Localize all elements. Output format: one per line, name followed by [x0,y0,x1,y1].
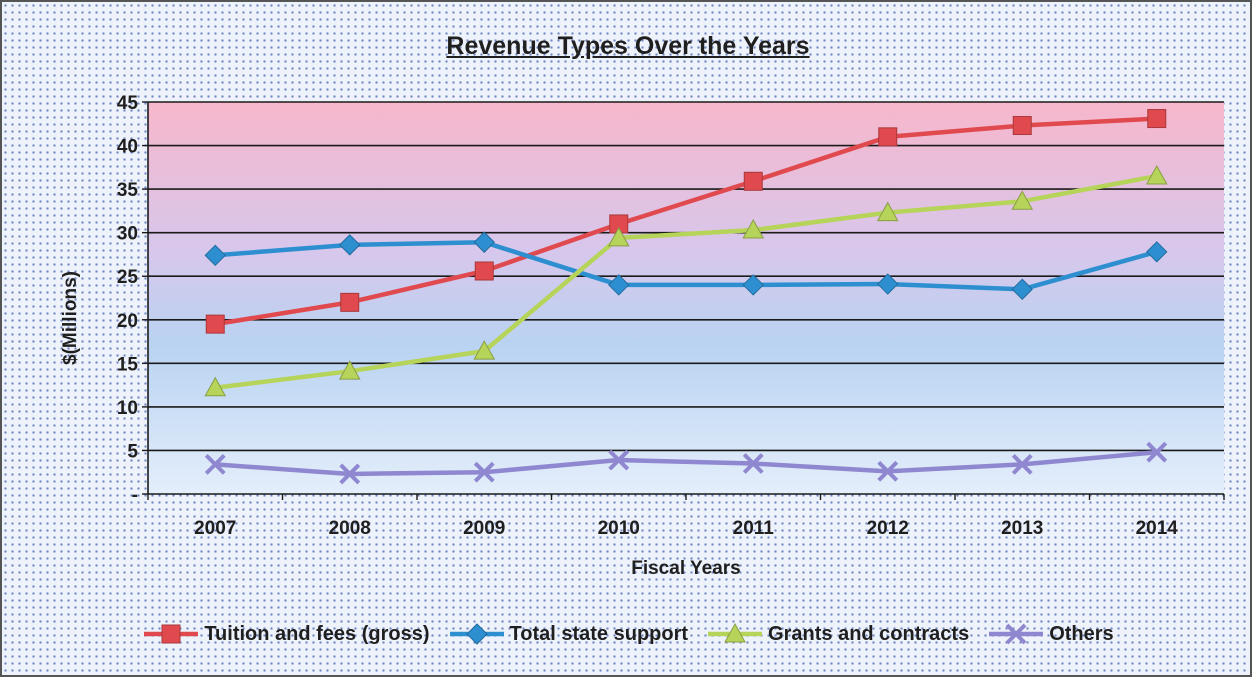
data-point [204,376,227,397]
legend-item: Grants and contracts [706,622,969,646]
data-point [473,231,495,253]
data-point [877,460,899,482]
y-tick-label: 20 [117,311,138,332]
series-line [214,116,1157,327]
data-point [1147,109,1167,129]
data-point [1146,241,1168,263]
data-point [339,463,361,485]
legend-label: Total state support [509,622,689,645]
data-point [1146,441,1168,463]
y-tick-label: 25 [117,267,139,288]
series-1 [204,231,1168,300]
data-point [877,273,899,295]
data-point [1145,165,1168,185]
legend-item: Tuition and fees (gross) [142,622,430,646]
x-tick-label: 2008 [329,518,371,539]
data-point [607,226,630,247]
legend-marker [724,622,746,643]
data-point [339,234,361,256]
data-point [743,171,763,191]
legend-swatch [989,623,1044,645]
legend-marker [465,623,488,645]
data-point [338,360,361,380]
legend-item: Total state support [448,622,689,646]
legend-marker [1005,623,1027,645]
y-tick-label: 5 [127,441,138,462]
series-line [215,449,1157,477]
data-point [1011,453,1033,475]
data-point [1011,278,1033,300]
y-tick-label: 30 [117,224,138,245]
data-point [340,292,360,312]
data-point [474,261,494,281]
legend-swatch [449,623,504,645]
legend-label: Tuition and fees (gross) [204,622,430,645]
y-tick-label: - [132,485,138,506]
legend-item: Others [987,622,1114,646]
legend-swatch [708,622,763,643]
data-point [878,127,898,147]
legend-label: Others [1049,622,1114,645]
series-0 [205,109,1167,334]
data-point [204,244,226,267]
series-line [215,239,1158,292]
data-point [742,219,765,239]
series-2 [204,165,1168,397]
axes: - 5 10 15 20 25 30 35 40 45 2007 2008 2009 2010 2011 20… [117,93,1225,539]
x-tick-label: 2009 [463,518,505,539]
y-tick-label: 10 [117,398,138,419]
data-point [473,461,495,483]
data-point [204,453,226,475]
data-point [608,449,630,471]
x-tick-label: 2011 [733,518,775,539]
data-point [473,340,496,360]
data-point [742,274,764,296]
x-tick-label: 2013 [1001,518,1043,539]
legend-swatch [144,624,199,644]
series-layer [204,109,1168,485]
x-tick-label: 2007 [194,518,236,539]
chart-title: Revenue Types Over the Years [446,32,810,60]
series-3 [204,441,1168,485]
x-tick-label: 2010 [598,518,640,539]
y-tick-label: 35 [117,180,139,201]
data-point [742,453,764,474]
y-tick-label: 40 [117,137,138,158]
legend-marker [161,624,181,644]
data-point [205,314,225,334]
x-tick-label: 2014 [1136,518,1179,539]
x-tick-label: 2012 [867,518,909,539]
data-point [608,274,630,296]
y-tick-label: 45 [117,93,139,114]
data-point [876,201,899,222]
plot-area [148,102,1224,494]
y-tick-label: 15 [117,354,139,375]
series-line [214,173,1158,390]
legend-label: Grants and contracts [768,622,970,645]
data-point [1011,190,1034,210]
legend: Tuition and fees (gross) Total state supp… [2,622,1252,646]
y-axis-title: $(Millions) [60,271,81,365]
data-point [1012,116,1032,136]
x-axis-title: Fiscal Years [631,558,741,579]
